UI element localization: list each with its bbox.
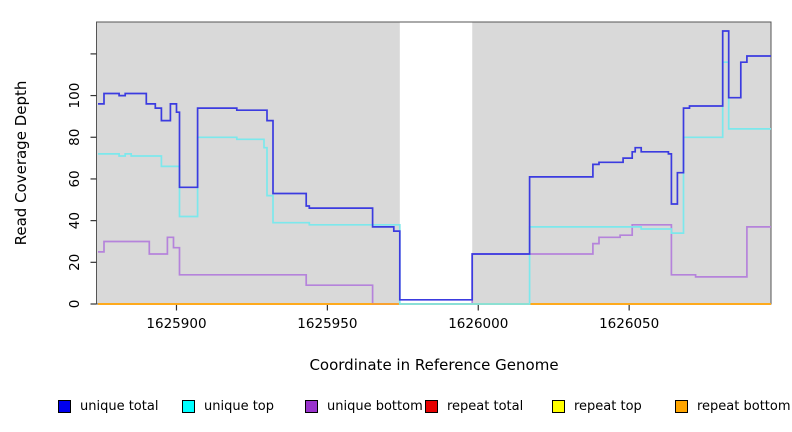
- legend-swatch: [58, 399, 71, 413]
- legend-swatch: [552, 399, 565, 413]
- legend-swatch: [675, 399, 688, 413]
- legend-item-unique-total: unique total: [58, 396, 158, 416]
- legend-item-repeat-bottom: repeat bottom: [675, 396, 791, 416]
- legend-label: repeat bottom: [697, 398, 791, 414]
- legend-item-unique-bottom: unique bottom: [305, 396, 423, 416]
- x-tick-label: 1625950: [297, 316, 357, 332]
- plot-layers: 1625900 1625950 1626000 1626050 0 20 40 60 80 100: [67, 21, 772, 332]
- y-axis-title: Read Coverage Depth: [12, 81, 30, 246]
- y-tick-label: 20: [67, 254, 83, 271]
- legend-label: repeat top: [574, 398, 642, 414]
- legend-label: unique top: [204, 398, 275, 414]
- y-tick-label: 100: [67, 83, 83, 109]
- legend-item-repeat-total: repeat total: [425, 396, 523, 416]
- y-tick-label: 80: [67, 129, 83, 146]
- legend-swatch: [305, 399, 318, 413]
- x-tick-label: 1626000: [448, 316, 508, 332]
- legend-swatch: [182, 399, 195, 413]
- legend-item-unique-top: unique top: [182, 396, 274, 416]
- assembly-gap-band: [399, 22, 473, 304]
- x-tick-label: 1626050: [599, 316, 659, 332]
- series-unique-top-line: [98, 61, 771, 305]
- legend-swatch: [425, 399, 438, 413]
- x-axis-title: Coordinate in Reference Genome: [309, 356, 558, 374]
- y-tick-label: 60: [67, 170, 83, 187]
- legend-label: repeat total: [447, 398, 524, 414]
- x-tick-label: 1625900: [146, 316, 206, 332]
- coverage-plot: 1625900 1625950 1626000 1626050 0 20 40 60 80 100…: [12, 21, 772, 374]
- series-unique-total-line: [98, 30, 771, 301]
- legend-label: unique total: [80, 398, 159, 414]
- y-tick-label: 0: [67, 300, 83, 309]
- legend: unique total unique top unique bottom repea…: [0, 396, 792, 418]
- legend-label: unique bottom: [327, 398, 423, 414]
- legend-item-repeat-top: repeat top: [552, 396, 642, 416]
- y-tick-label: 40: [67, 212, 83, 229]
